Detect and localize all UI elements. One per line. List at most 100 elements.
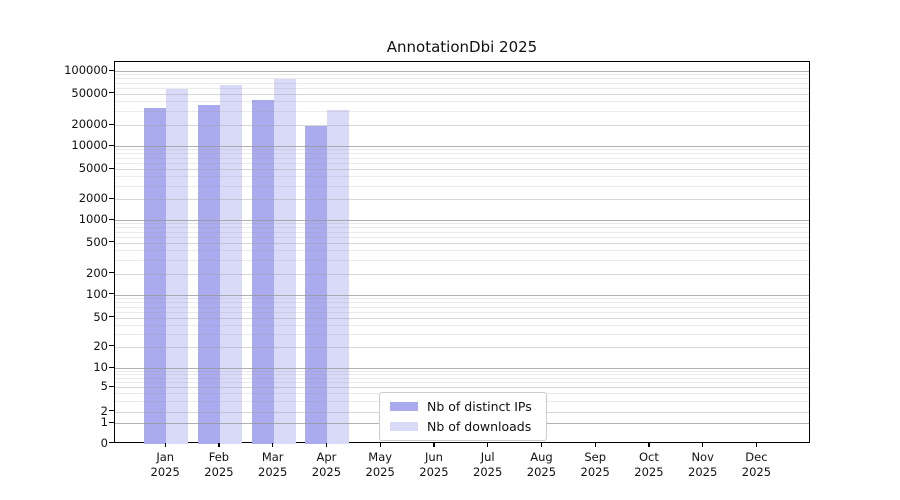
legend-swatch-distinct-ips [390, 402, 418, 411]
xtick-mark-aug [540, 443, 543, 447]
bar-nb-of-distinct-ips-apr [305, 125, 328, 444]
legend-entry-distinct-ips: Nb of distinct IPs [390, 399, 536, 414]
gridline-y-6 [115, 382, 809, 383]
legend: Nb of distinct IPs Nb of downloads [379, 392, 547, 441]
xtick-year: 2025 [526, 465, 557, 479]
ytick-mark-2 [109, 410, 114, 412]
gridline-y-7000 [115, 157, 809, 159]
ytick-mark-10000 [109, 144, 114, 146]
gridline-y-100000 [115, 71, 809, 72]
gridline-y-60 [115, 311, 809, 313]
gridline-y-90000 [115, 74, 809, 76]
xtick-mark-jul [487, 443, 489, 447]
ytick-label-50000: 50000 [71, 85, 108, 100]
gridline-y-6000 [115, 162, 809, 164]
grid-layer [115, 62, 809, 442]
gridline-y-80000 [115, 78, 809, 80]
gridline-y-900 [115, 223, 809, 225]
xtick-year: 2025 [311, 465, 342, 479]
gridline-y-4000 [115, 176, 809, 178]
gridline-y-90 [115, 298, 809, 300]
xtick-month: Oct [638, 450, 659, 464]
xtick-year: 2025 [150, 465, 180, 479]
bar-nb-of-downloads-feb [219, 85, 242, 444]
gridline-y-8 [115, 374, 809, 376]
ytick-mark-100000 [109, 69, 114, 71]
bars-layer [115, 62, 809, 444]
bar-nb-of-downloads-jan [166, 88, 189, 444]
gridline-y-40000 [115, 101, 809, 103]
ytick-label-50: 50 [93, 309, 108, 324]
ytick-label-10000: 10000 [71, 138, 108, 152]
bar-nb-of-downloads-mar [273, 78, 296, 444]
xtick-month: Sep [584, 450, 607, 464]
gridline-y-200 [115, 273, 809, 275]
ytick-label-20000: 20000 [71, 117, 108, 131]
xtick-label-nov: Nov 2025 [673, 450, 733, 480]
xtick-mark-oct [648, 443, 650, 447]
xtick-label-jun: Jun 2025 [404, 450, 464, 480]
ytick-mark-5 [109, 385, 114, 387]
ytick-mark-1 [109, 421, 114, 423]
xtick-month: Aug [530, 450, 553, 464]
ytick-label-500: 500 [86, 234, 108, 249]
gridline-y-500 [115, 242, 809, 244]
gridline-y-8000 [115, 153, 809, 155]
gridline-y-50000 [115, 93, 809, 95]
ytick-mark-50000 [109, 92, 114, 94]
legend-entry-downloads: Nb of downloads [390, 419, 536, 434]
xtick-year: 2025 [258, 465, 288, 479]
ytick-mark-5000 [109, 167, 114, 169]
xtick-mark-sep [594, 443, 596, 447]
bar-nb-of-distinct-ips-mar [251, 100, 274, 444]
xtick-month: Jan [156, 450, 175, 464]
xtick-mark-feb [218, 443, 220, 447]
xtick-label-dec: Dec 2025 [726, 450, 786, 480]
bar-nb-of-distinct-ips-feb [197, 104, 220, 444]
gridline-y-10 [115, 368, 809, 369]
gridline-y-40 [115, 324, 809, 326]
xtick-year: 2025 [634, 465, 664, 479]
xtick-month: Mar [261, 450, 284, 464]
xtick-mark-jan [164, 443, 166, 447]
xtick-label-oct: Oct 2025 [619, 450, 679, 480]
plot-area [114, 61, 810, 444]
ytick-mark-10 [109, 366, 114, 368]
xtick-label-apr: Apr 2025 [296, 450, 356, 480]
gridline-y-5 [115, 387, 809, 388]
bar-nb-of-distinct-ips-jan [144, 107, 167, 444]
gridline-y-20000 [115, 125, 809, 126]
gridline-y-400 [115, 250, 809, 252]
chart-title: AnnotationDbi 2025 [386, 38, 538, 56]
bar-nb-of-downloads-apr [327, 109, 350, 444]
legend-swatch-downloads [390, 422, 418, 431]
xtick-month: May [368, 450, 393, 464]
xtick-label-sep: Sep 2025 [565, 450, 625, 480]
xtick-mark-mar [272, 443, 274, 447]
ytick-mark-0 [109, 442, 114, 444]
xtick-label-jul: Jul 2025 [458, 450, 518, 480]
gridline-y-5000 [115, 169, 809, 170]
ytick-label-100: 100 [86, 286, 108, 301]
gridline-y-7 [115, 377, 809, 379]
gridline-y-600 [115, 236, 809, 238]
xtick-year: 2025 [419, 465, 449, 479]
gridline-y-700 [115, 231, 809, 233]
gridline-y-70000 [115, 82, 809, 84]
xtick-year: 2025 [688, 465, 718, 479]
ytick-mark-2000 [109, 197, 114, 199]
xtick-year: 2025 [741, 465, 772, 479]
gridline-y-30000 [115, 111, 809, 113]
xtick-mark-jun [433, 443, 435, 447]
gridline-y-800 [115, 227, 809, 229]
xtick-year: 2025 [473, 465, 503, 479]
gridline-y-300 [115, 259, 809, 261]
xtick-label-feb: Feb 2025 [189, 450, 249, 480]
xtick-label-jan: Jan 2025 [135, 450, 195, 480]
gridline-y-1000 [115, 220, 809, 221]
ytick-label-5000: 5000 [78, 161, 108, 175]
xtick-month: Jul [480, 450, 495, 464]
ytick-mark-1000 [109, 218, 114, 220]
ytick-mark-500 [109, 241, 114, 243]
